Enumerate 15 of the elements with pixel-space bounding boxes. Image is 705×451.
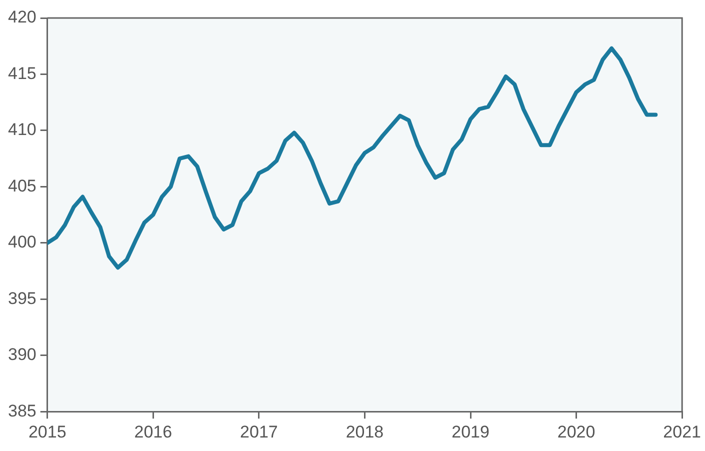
y-tick-label: 415	[8, 64, 36, 83]
x-tick-label: 2019	[452, 422, 490, 442]
x-tick-label: 2021	[663, 422, 702, 442]
x-tick-label: 2017	[240, 422, 278, 442]
x-tick-label: 2018	[346, 422, 384, 442]
x-tick-label: 2020	[557, 422, 596, 442]
x-tick-label: 2016	[134, 422, 172, 442]
x-tick-label: 2015	[28, 422, 66, 442]
y-tick-label: 405	[8, 176, 36, 196]
y-tick-label: 390	[8, 345, 36, 364]
y-tick-label: 400	[8, 232, 36, 252]
y-tick-label: 395	[8, 288, 36, 308]
y-tick-label: 420	[8, 8, 36, 27]
y-tick-label: 385	[8, 401, 36, 420]
y-tick-label: 410	[8, 120, 36, 140]
